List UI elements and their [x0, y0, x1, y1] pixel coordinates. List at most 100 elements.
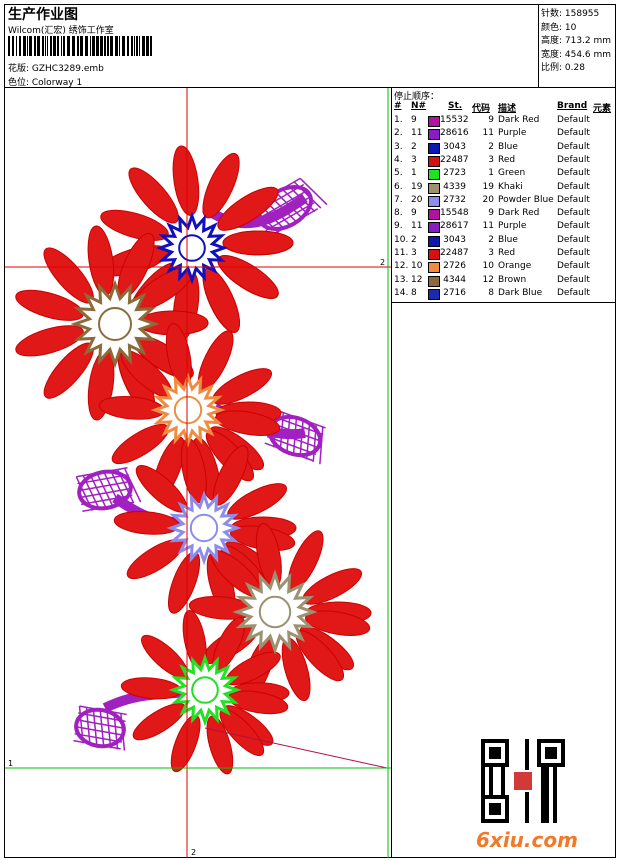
row-index: 5.	[394, 168, 403, 179]
column-header: 描述	[498, 104, 517, 114]
qr-cell	[553, 739, 557, 743]
bar	[85, 36, 88, 56]
bar	[42, 36, 44, 56]
row-index: 11.	[394, 248, 409, 258]
description: Dark Red	[498, 208, 540, 219]
qr-cell	[501, 783, 505, 787]
description: Dark Blue	[498, 287, 543, 298]
qr-cell	[525, 739, 529, 743]
swatch	[428, 129, 440, 141]
qr-cell	[497, 739, 501, 743]
needle: 10	[411, 261, 423, 272]
code: 20	[482, 194, 494, 205]
needle: 3	[411, 154, 417, 165]
qr-cell	[553, 815, 557, 819]
net-line	[299, 177, 328, 206]
qr-cell	[545, 807, 549, 811]
qr-cell	[481, 743, 485, 747]
qr-cell	[541, 807, 545, 811]
swirl	[202, 193, 308, 229]
qr-cell	[493, 807, 497, 811]
divider	[4, 87, 616, 88]
bar	[107, 36, 109, 56]
qr-cell	[489, 795, 493, 799]
swatch	[428, 169, 440, 181]
code: 1	[488, 168, 494, 179]
net-line	[266, 435, 317, 455]
flower-center	[189, 513, 219, 543]
stitches: 2723	[443, 168, 466, 179]
qr-cell	[525, 815, 529, 819]
bar	[8, 36, 10, 56]
needle: 12	[411, 274, 423, 285]
swatch	[428, 262, 440, 274]
qr-cell	[505, 815, 509, 819]
bar	[90, 36, 91, 56]
qr-cell	[525, 759, 529, 763]
row-index: 9.	[394, 221, 403, 232]
brand: Default	[557, 234, 590, 245]
qr-cell	[501, 779, 505, 783]
code: 9	[488, 115, 494, 125]
column-header: St.	[448, 101, 463, 111]
net-line	[89, 474, 107, 509]
qr-cell	[541, 815, 545, 819]
code: 2	[488, 234, 494, 245]
bar	[16, 36, 17, 56]
bar	[100, 36, 103, 56]
qr-cell	[489, 751, 493, 755]
net-line	[258, 189, 308, 220]
net-line	[78, 706, 84, 744]
needle: 1	[411, 168, 417, 179]
qr-cell	[493, 803, 497, 807]
qr-cell	[493, 739, 497, 743]
description: Purple	[498, 128, 527, 139]
brand: Default	[557, 141, 590, 152]
qr-cell	[561, 763, 565, 767]
swatch	[428, 288, 440, 300]
stat: 比例: 0.28	[541, 63, 585, 73]
qr-cell	[553, 791, 557, 795]
qr-cell	[481, 739, 485, 743]
needle: 11	[411, 221, 423, 232]
stitches: 15532	[440, 115, 469, 125]
row-index: 14.	[394, 287, 409, 298]
qr-cell	[489, 771, 493, 775]
qr-cell	[493, 795, 497, 799]
qr-cell	[541, 811, 545, 815]
qr-cell	[505, 807, 509, 811]
qr-cell	[489, 819, 493, 823]
row-index: 3.	[394, 141, 403, 152]
qr-cell	[525, 803, 529, 807]
qr-cell	[485, 763, 489, 767]
qr-cell	[545, 787, 549, 791]
leaf	[15, 325, 84, 357]
brand: Default	[557, 274, 590, 285]
brand: Default	[557, 194, 590, 205]
description: Purple	[498, 221, 527, 232]
frame	[4, 4, 616, 858]
qr-cell	[481, 807, 485, 811]
qr-cell	[545, 779, 549, 783]
stitches: 28616	[440, 128, 469, 139]
qr-cell	[545, 815, 549, 819]
qr-cell	[489, 791, 493, 795]
stitches: 15548	[440, 208, 469, 219]
leaf	[98, 396, 165, 420]
qr-cell	[489, 747, 493, 751]
description: Dark Red	[498, 115, 540, 125]
net-line	[123, 467, 142, 503]
qr-cell	[505, 819, 509, 823]
swatch	[428, 235, 440, 247]
qr-cell	[561, 739, 565, 743]
bar	[27, 36, 28, 56]
net-line	[76, 719, 125, 729]
row-index: 13.	[394, 274, 409, 285]
qr-cell	[505, 795, 509, 799]
net-line	[75, 476, 94, 511]
stat: 宽度: 454.6 mm	[541, 49, 612, 60]
qr-cell	[501, 739, 505, 743]
net-line	[76, 467, 128, 478]
qr-cell	[505, 739, 509, 743]
